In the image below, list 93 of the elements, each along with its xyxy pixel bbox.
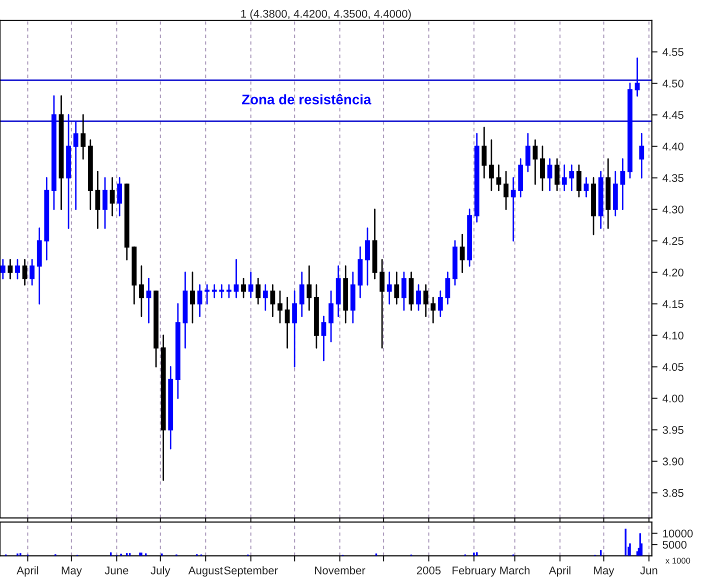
candlestick (547, 158, 552, 192)
candlestick (394, 272, 400, 305)
y-tick-label: 3.85 (662, 489, 684, 497)
candlestick (620, 158, 626, 210)
candlestick (80, 114, 86, 160)
candlestick (197, 284, 202, 318)
candlestick (416, 284, 421, 311)
y-tick-label: 3.95 (662, 426, 684, 434)
candlestick (569, 164, 574, 192)
candlestick (423, 284, 428, 318)
annotation: Zona de resistência (242, 94, 372, 104)
x-tick-label: Jun (640, 566, 658, 574)
candlestick (532, 139, 538, 185)
candlestick (8, 259, 13, 280)
y-tick-label: 4.20 (662, 268, 684, 276)
candlestick (438, 290, 443, 318)
candlestick (212, 284, 217, 298)
candlestick (117, 177, 122, 216)
x-tick-label: July (150, 566, 170, 577)
candlestick (241, 278, 246, 298)
x-tick-label: February (452, 566, 496, 577)
candlestick (22, 259, 28, 286)
candlestick (482, 126, 487, 179)
x-tick-label: April (16, 566, 38, 577)
candlestick (73, 120, 78, 210)
candlestick (504, 170, 508, 210)
candlestick (102, 177, 108, 229)
candlestick (204, 284, 210, 305)
candlestick (584, 177, 589, 198)
y-tick-label: 4.15 (662, 300, 684, 308)
candlestick (30, 259, 35, 286)
candlestick (321, 316, 326, 362)
candlestick (510, 177, 516, 242)
y-tick-label: 4.55 (662, 48, 684, 56)
candlestick (139, 265, 144, 318)
x-tick-label: May (62, 566, 82, 577)
y-tick-label: 3.90 (662, 458, 684, 466)
candlestick (95, 170, 100, 229)
candlestick (256, 278, 261, 305)
candlestick (634, 57, 640, 97)
y-tick-label: 4.50 (662, 80, 684, 88)
candlestick (386, 272, 392, 305)
y-tick-label: 4.40 (662, 142, 684, 150)
candlestick (146, 278, 152, 324)
candlestick (445, 272, 450, 305)
candlestick (496, 164, 502, 192)
x-tick-label: November (315, 566, 366, 574)
y-tick-label: 4.10 (662, 332, 684, 340)
candlestick (639, 133, 644, 179)
candlestick (525, 133, 530, 172)
candlestick (554, 158, 560, 192)
candlestick (190, 272, 195, 324)
candlestick (270, 284, 276, 318)
x-tick-label: August (188, 566, 223, 577)
y-tick-label: 10000 (663, 530, 693, 538)
candlestick (380, 259, 385, 349)
x-tick-label: September (224, 566, 278, 577)
candlestick (576, 164, 582, 198)
candlestick (292, 290, 298, 368)
x-tick-label: 2005 (416, 566, 441, 574)
candlestick (0, 259, 6, 280)
candlestick (488, 139, 494, 192)
candlestick (234, 259, 239, 298)
y-axis-title: x 1000 (666, 558, 690, 564)
candlestick (540, 146, 545, 192)
candlestick (284, 296, 290, 349)
candlestick (562, 164, 567, 192)
candlestick (365, 228, 370, 286)
candlestick (306, 265, 312, 311)
candlestick (430, 296, 436, 324)
candlestick (262, 284, 268, 311)
candlestick (401, 272, 406, 311)
candlestick (226, 284, 232, 298)
candlestick (219, 284, 224, 298)
candlestick (460, 234, 465, 274)
x-tick-label: April (548, 566, 570, 577)
y-tick-label: 4.45 (662, 111, 684, 119)
x-tick-label: June (104, 566, 128, 574)
y-tick-label: 4.30 (662, 206, 684, 214)
x-tick-label: May (594, 566, 614, 577)
y-tick-label: 4.00 (662, 394, 684, 402)
y-tick-label: 4.35 (662, 174, 684, 182)
candlestick (110, 177, 115, 216)
y-tick-label: 4.05 (662, 363, 684, 371)
candlestick (15, 259, 20, 280)
y-tick-label: 4.25 (662, 237, 684, 245)
x-tick-label: March (500, 566, 530, 574)
candlestick (248, 272, 254, 298)
y-tick-label: 5000 (662, 540, 687, 549)
candlestick (278, 290, 282, 324)
candlestick (299, 272, 304, 318)
candlestick (328, 290, 334, 342)
chart-title: 1 (4.3800, 4.4200, 4.3500, 4.4000) (241, 10, 411, 20)
